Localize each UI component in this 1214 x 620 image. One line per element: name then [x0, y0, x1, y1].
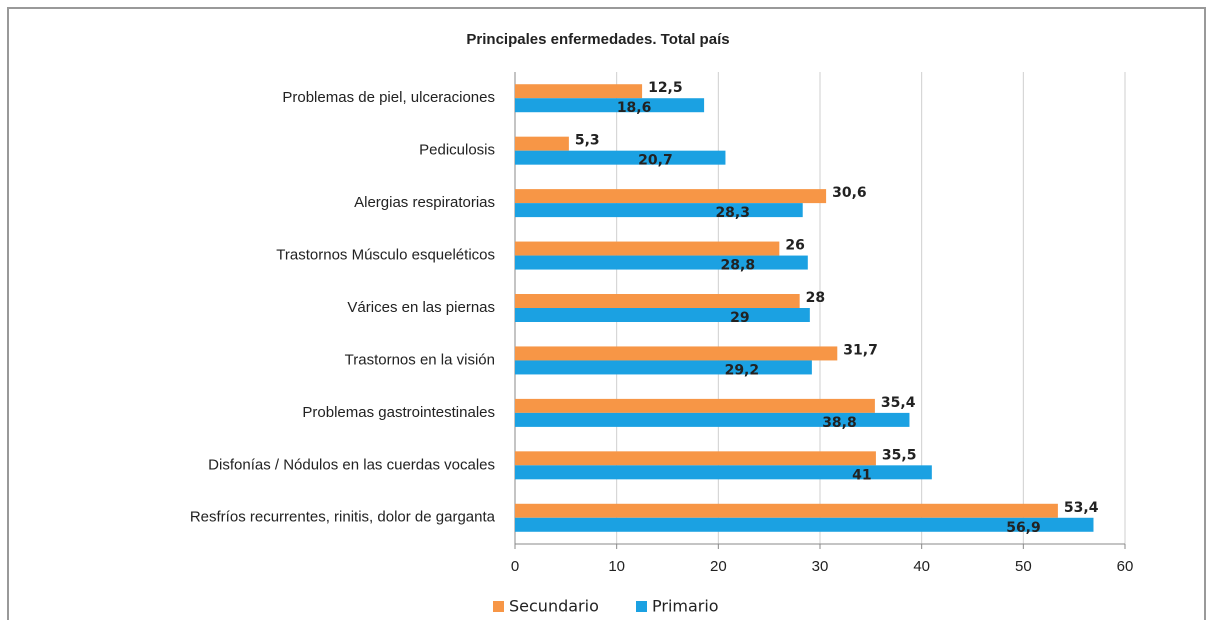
value-label: 35,5 [882, 447, 917, 463]
bar [515, 360, 812, 375]
x-tick-label: 0 [511, 558, 519, 575]
bar [515, 255, 808, 270]
value-label: 38,8 [822, 415, 857, 431]
bar [515, 98, 705, 113]
bar [515, 308, 810, 322]
bar [515, 412, 910, 427]
bar [515, 346, 838, 361]
value-label: 20,7 [638, 153, 673, 169]
x-tick-label: 40 [913, 558, 930, 575]
y-tick-label: Problemas gastrointestinales [302, 404, 495, 421]
frame [7, 7, 1206, 620]
value-label: 30,6 [832, 185, 867, 201]
value-label: 53,4 [1064, 500, 1099, 516]
bar [515, 451, 876, 466]
bar [515, 241, 780, 256]
bar [515, 136, 569, 151]
value-label: 29,2 [725, 362, 760, 378]
bar [515, 398, 875, 413]
value-label: 28,8 [721, 258, 756, 274]
y-tick-label: Trastornos en la visión [345, 351, 495, 368]
legend-swatch [493, 601, 504, 612]
y-tick-label: Resfríos recurrentes, rinitis, dolor de … [190, 509, 496, 526]
value-label: 35,4 [881, 395, 916, 411]
x-tick-label: 20 [710, 558, 727, 575]
value-label: 28,3 [715, 205, 750, 221]
y-tick-label: Trastornos Músculo esqueléticos [276, 247, 495, 264]
bar [515, 294, 800, 308]
x-tick-label: 50 [1015, 558, 1032, 575]
value-label: 12,5 [648, 80, 683, 96]
value-label: 41 [852, 467, 871, 483]
y-tick-label: Disfonías / Nódulos en las cuerdas vocal… [208, 456, 495, 473]
x-tick-label: 30 [812, 558, 829, 575]
x-tick-label: 10 [608, 558, 625, 575]
bar [515, 465, 932, 480]
bar [515, 503, 1058, 518]
bar [515, 203, 803, 218]
value-label: 18,6 [617, 100, 652, 116]
value-label: 26 [785, 238, 804, 254]
value-label: 28 [806, 290, 825, 306]
bar [515, 189, 827, 204]
value-label: 31,7 [843, 342, 878, 358]
value-label: 5,3 [575, 133, 600, 149]
value-label: 56,9 [1006, 520, 1041, 536]
y-tick-label: Alergias respiratorias [354, 194, 495, 211]
x-tick-label: 60 [1117, 558, 1134, 575]
chart-title: Principales enfermedades. Total país [466, 31, 729, 48]
y-tick-label: Problemas de piel, ulceraciones [282, 89, 495, 106]
y-tick-label: Pediculosis [419, 142, 495, 159]
legend-swatch [636, 601, 647, 612]
bar [515, 517, 1094, 532]
value-label: 29 [730, 310, 749, 326]
legend-label: Secundario [509, 597, 599, 616]
bar [515, 84, 643, 99]
y-tick-label: Várices en las piernas [347, 299, 495, 316]
legend-label: Primario [652, 597, 719, 616]
bar [515, 150, 726, 165]
